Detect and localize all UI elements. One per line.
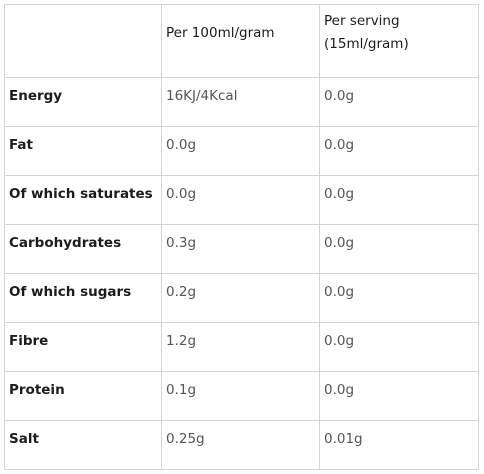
value-per-100: 16KJ/4Kcal: [161, 77, 320, 127]
value-per-serving: 0.0g: [319, 224, 479, 274]
table-row: Energy 16KJ/4Kcal 0.0g: [4, 77, 479, 127]
table-row: Carbohydrates 0.3g 0.0g: [4, 224, 479, 274]
table-row: Fat 0.0g 0.0g: [4, 126, 479, 176]
nutrient-name: Of which saturates: [4, 175, 162, 225]
header-row: Per 100ml/gram Per serving (15ml/gram): [4, 4, 479, 78]
header-per-100: Per 100ml/gram: [161, 4, 320, 78]
value-per-100: 0.25g: [161, 420, 320, 470]
value-per-100: 0.1g: [161, 371, 320, 421]
nutrient-name: Fat: [4, 126, 162, 176]
value-per-serving: 0.0g: [319, 77, 479, 127]
nutrient-name: Carbohydrates: [4, 224, 162, 274]
value-per-serving: 0.0g: [319, 322, 479, 372]
header-per-serving: Per serving (15ml/gram): [319, 4, 479, 78]
header-per-serving-line2: (15ml/gram): [324, 36, 409, 52]
table-body: Energy 16KJ/4Kcal 0.0g Fat 0.0g 0.0g Of …: [4, 77, 479, 470]
header-empty-cell: [4, 4, 162, 78]
table-row: Protein 0.1g 0.0g: [4, 371, 479, 421]
nutrient-name: Protein: [4, 371, 162, 421]
value-per-serving: 0.01g: [319, 420, 479, 470]
value-per-100: 0.0g: [161, 175, 320, 225]
nutrient-name: Energy: [4, 77, 162, 127]
nutrient-name: Salt: [4, 420, 162, 470]
nutrition-table: Per 100ml/gram Per serving (15ml/gram) En…: [4, 4, 479, 470]
value-per-serving: 0.0g: [319, 126, 479, 176]
value-per-serving: 0.0g: [319, 371, 479, 421]
value-per-100: 1.2g: [161, 322, 320, 372]
nutrient-name: Fibre: [4, 322, 162, 372]
value-per-100: 0.2g: [161, 273, 320, 323]
table-row: Of which saturates 0.0g 0.0g: [4, 175, 479, 225]
table-row: Of which sugars 0.2g 0.0g: [4, 273, 479, 323]
header-per-serving-line1: Per serving: [324, 13, 400, 29]
value-per-100: 0.0g: [161, 126, 320, 176]
table-row: Salt 0.25g 0.01g: [4, 420, 479, 470]
value-per-serving: 0.0g: [319, 175, 479, 225]
table-row: Fibre 1.2g 0.0g: [4, 322, 479, 372]
table-header: Per 100ml/gram Per serving (15ml/gram): [4, 4, 479, 78]
value-per-serving: 0.0g: [319, 273, 479, 323]
nutrient-name: Of which sugars: [4, 273, 162, 323]
value-per-100: 0.3g: [161, 224, 320, 274]
